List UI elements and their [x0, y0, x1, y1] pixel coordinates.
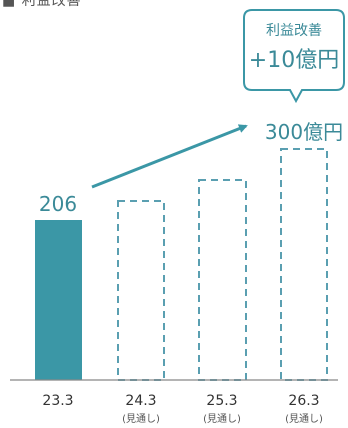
bar-23-3 [35, 220, 82, 380]
bar-26-3 [280, 148, 328, 381]
value-label-23-3: 206 [39, 192, 77, 216]
category-label-23-3: 23.3 [42, 393, 73, 409]
category-label-26-3: 26.3 [288, 393, 319, 409]
category-note-26-3: (見通し) [285, 413, 323, 425]
bar-25-3 [198, 179, 247, 381]
callout-bubble [243, 9, 345, 104]
partial-title: ■ 利益改善 [2, 0, 82, 9]
callout-title: 利益改善 [266, 23, 322, 39]
callout-value: +10億円 [249, 48, 339, 73]
value-label-26-3: 300億円 [265, 120, 343, 144]
category-label-24-3: 24.3 [125, 393, 156, 409]
category-note-24-3: (見通し) [122, 413, 160, 425]
category-label-25-3: 25.3 [206, 393, 237, 409]
bar-24-3 [117, 200, 165, 381]
growth-arrow [91, 124, 248, 189]
category-note-25-3: (見通し) [203, 413, 241, 425]
